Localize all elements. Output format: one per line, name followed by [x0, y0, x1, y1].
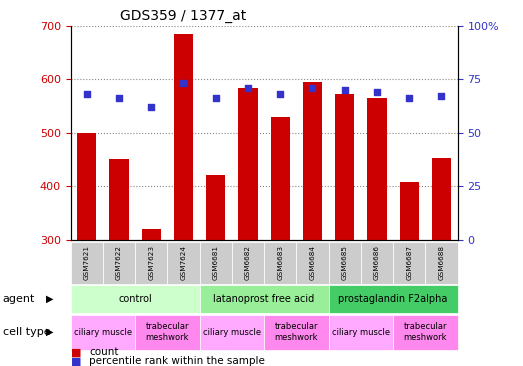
Text: GSM7623: GSM7623 — [148, 245, 154, 280]
Text: cell type: cell type — [3, 327, 50, 337]
Text: GDS359 / 1377_at: GDS359 / 1377_at — [120, 9, 246, 23]
Text: GSM7621: GSM7621 — [84, 245, 90, 280]
Text: trabecular
meshwork: trabecular meshwork — [404, 322, 447, 342]
Point — [437, 93, 446, 99]
Bar — [400, 183, 419, 366]
Bar — [142, 229, 161, 366]
Text: ■: ■ — [71, 356, 81, 366]
Bar — [206, 176, 225, 366]
Point — [244, 85, 252, 91]
Point — [340, 87, 349, 93]
Bar — [174, 34, 193, 366]
Text: GSM6683: GSM6683 — [277, 245, 283, 280]
Text: latanoprost free acid: latanoprost free acid — [213, 294, 315, 304]
Point — [179, 81, 188, 86]
Point — [373, 89, 381, 95]
Bar — [77, 132, 96, 366]
Text: ▶: ▶ — [46, 294, 53, 304]
Text: GSM6686: GSM6686 — [374, 245, 380, 280]
Text: ▶: ▶ — [46, 327, 53, 337]
Point — [309, 85, 317, 91]
Bar — [367, 98, 386, 366]
Bar — [270, 117, 290, 366]
Text: GSM6684: GSM6684 — [310, 245, 315, 280]
Text: ■: ■ — [71, 347, 81, 358]
Point — [115, 96, 123, 101]
Text: control: control — [118, 294, 152, 304]
Text: GSM7622: GSM7622 — [116, 245, 122, 280]
Text: ciliary muscle: ciliary muscle — [74, 328, 132, 337]
Bar — [432, 158, 451, 366]
Text: GSM6688: GSM6688 — [438, 245, 445, 280]
Text: trabecular
meshwork: trabecular meshwork — [145, 322, 189, 342]
Bar — [109, 160, 129, 366]
Text: GSM6682: GSM6682 — [245, 245, 251, 280]
Bar — [238, 88, 258, 366]
Text: GSM6687: GSM6687 — [406, 245, 412, 280]
Text: prostaglandin F2alpha: prostaglandin F2alpha — [338, 294, 448, 304]
Bar — [303, 82, 322, 366]
Point — [405, 96, 413, 101]
Point — [147, 104, 155, 110]
Point — [83, 91, 91, 97]
Text: percentile rank within the sample: percentile rank within the sample — [89, 356, 265, 366]
Text: GSM6681: GSM6681 — [213, 245, 219, 280]
Bar — [335, 94, 355, 366]
Point — [211, 96, 220, 101]
Text: trabecular
meshwork: trabecular meshwork — [275, 322, 318, 342]
Text: ciliary muscle: ciliary muscle — [203, 328, 261, 337]
Text: GSM7624: GSM7624 — [180, 245, 187, 280]
Point — [276, 91, 285, 97]
Text: GSM6685: GSM6685 — [342, 245, 348, 280]
Text: ciliary muscle: ciliary muscle — [332, 328, 390, 337]
Text: agent: agent — [3, 294, 35, 304]
Text: count: count — [89, 347, 118, 358]
